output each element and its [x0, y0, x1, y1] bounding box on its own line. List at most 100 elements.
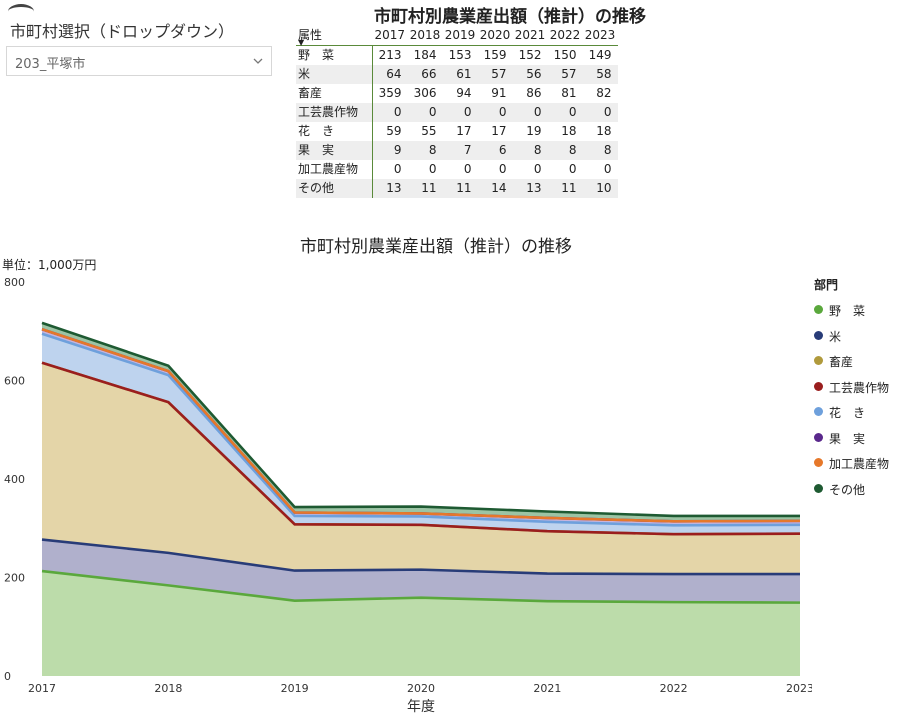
legend-item[interactable]: 米 [814, 328, 889, 354]
table-cell: 14 [491, 181, 507, 195]
table-cell: 0 [498, 162, 507, 176]
table-row-label[interactable]: その他 [296, 179, 373, 198]
legend-dot-icon [814, 458, 823, 467]
y-tick-label: 800 [4, 276, 25, 289]
unit-label: 単位：1,000万円 [2, 258, 97, 272]
table-cell: 0 [393, 162, 402, 176]
x-tick-label: 2017 [28, 682, 56, 695]
year-header[interactable]: 2021 [514, 28, 546, 42]
y-tick-label: 600 [4, 375, 25, 388]
table-row-label[interactable]: 畜産 [296, 84, 373, 103]
legend-item[interactable]: その他 [814, 481, 889, 507]
series-line[interactable] [41, 538, 800, 576]
legend-dot-icon [814, 407, 823, 416]
year-header[interactable]: 2018 [409, 28, 441, 42]
legend-item[interactable]: 加工農産物 [814, 455, 889, 481]
x-tick-label: 2022 [660, 682, 688, 695]
series-line[interactable] [41, 569, 801, 604]
table-cell: 153 [448, 48, 472, 62]
table-row-label[interactable]: 花 き [296, 122, 373, 141]
chart-title: 市町村別農業産出額（推計）の推移 [300, 237, 572, 257]
table-cell: 58 [596, 67, 612, 81]
municipality-dropdown[interactable]: 203_平塚市 [6, 46, 272, 76]
legend-label: 花 き [829, 406, 866, 420]
table-row-label[interactable]: 果 実 [296, 141, 373, 160]
x-axis-label: 年度 [407, 699, 435, 715]
table-row: 米 64 66 61 57 56 57 58 [296, 65, 618, 84]
legend-item[interactable]: 野 菜 [814, 302, 889, 328]
slicer-title: 市町村選択（ドロップダウン） [10, 22, 235, 41]
year-header[interactable]: 2023 [584, 28, 616, 42]
legend-item[interactable]: 花 き [814, 404, 889, 430]
table-cell: 82 [596, 86, 612, 100]
series-area[interactable] [42, 571, 800, 676]
table-cell: 11 [561, 181, 577, 195]
row-header-label: 属性 [298, 28, 323, 42]
table-cell: 56 [526, 67, 542, 81]
table-row: 野 菜 213 184 153 159 152 150 149 [296, 45, 618, 65]
sort-arrow-icon: ▼ [298, 38, 305, 47]
table-cell: 184 [413, 48, 437, 62]
table-cell: 57 [491, 67, 507, 81]
series-line[interactable] [41, 321, 800, 518]
row-header[interactable]: 属性 ▼ [296, 26, 372, 47]
table-row: 花 き 59 55 17 17 19 18 18 [296, 122, 618, 141]
legend-label: 果 実 [829, 431, 866, 446]
table-cell: 0 [463, 105, 472, 119]
table-cell: 0 [603, 162, 612, 176]
table-row-label[interactable]: 米 [296, 65, 373, 84]
table-cell: 152 [518, 48, 542, 62]
year-header[interactable]: 2022 [549, 28, 581, 42]
table-cell: 7 [463, 143, 472, 157]
table-cell: 306 [413, 86, 437, 100]
series-area[interactable] [42, 539, 800, 603]
x-tick-label: 2019 [281, 682, 309, 695]
chevron-down-icon [253, 58, 263, 64]
table-row-label[interactable]: 工芸農作物 [296, 103, 373, 122]
table-cell: 94 [456, 86, 472, 100]
table-row: 工芸農作物 0 0 0 0 0 0 0 [296, 103, 618, 122]
table-cell: 0 [568, 162, 577, 176]
table-cell: 18 [561, 124, 577, 138]
table-cell: 59 [386, 124, 402, 138]
legend-item[interactable]: 果 実 [814, 430, 889, 456]
table-cell: 10 [596, 181, 612, 195]
table-cell: 0 [393, 105, 402, 119]
series-line[interactable] [41, 361, 801, 536]
legend-label: 工芸農作物 [829, 380, 890, 395]
table-cell: 11 [456, 181, 472, 195]
legend-item[interactable]: 畜産 [814, 353, 889, 379]
year-header[interactable]: 2017 [374, 28, 406, 42]
table-cell: 213 [378, 48, 402, 62]
legend-label: 畜産 [829, 355, 854, 369]
table-cell: 0 [498, 105, 507, 119]
table-row: 畜産 359 306 94 91 86 81 82 [296, 84, 618, 103]
table-cell: 6 [498, 143, 507, 157]
legend-label: 野 菜 [829, 304, 866, 318]
table-cell: 18 [596, 124, 612, 138]
year-header[interactable]: 2020 [479, 28, 511, 42]
series-line[interactable] [41, 332, 801, 527]
year-header[interactable]: 2019 [444, 28, 476, 42]
table-row-label[interactable]: 加工農産物 [296, 160, 373, 179]
legend-item[interactable]: 工芸農作物 [814, 379, 889, 405]
table-row: その他 13 11 11 14 13 11 10 [296, 179, 618, 198]
table-cell: 64 [386, 67, 402, 81]
table-cell: 0 [533, 105, 542, 119]
legend-title: 部門 [814, 278, 839, 292]
table-cell: 0 [428, 162, 437, 176]
table-cell: 0 [603, 105, 612, 119]
table-cell: 159 [483, 48, 507, 62]
legend-dot-icon [814, 305, 823, 314]
table-cell: 13 [526, 181, 542, 195]
table-cell: 149 [588, 48, 612, 62]
table-cell: 8 [568, 143, 577, 157]
series-area[interactable] [42, 362, 800, 575]
x-tick-label: 2020 [407, 682, 435, 695]
table-cell: 150 [553, 48, 577, 62]
table-cell: 61 [456, 67, 472, 81]
series-line[interactable] [41, 328, 801, 523]
table-row-label[interactable]: 野 菜 [296, 45, 373, 65]
table-cell: 8 [428, 143, 437, 157]
table-cell: 91 [491, 86, 507, 100]
